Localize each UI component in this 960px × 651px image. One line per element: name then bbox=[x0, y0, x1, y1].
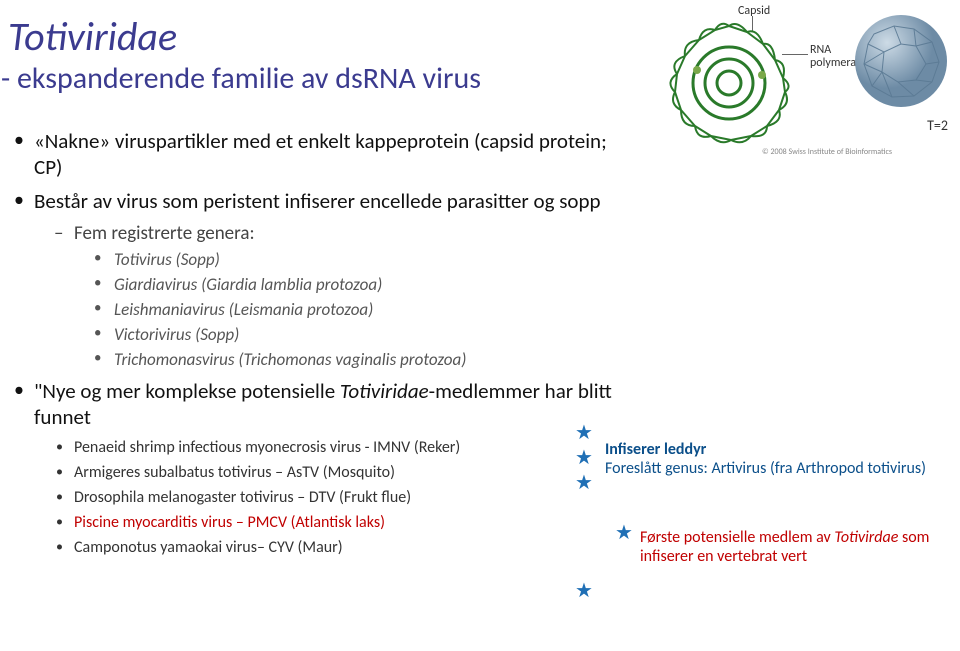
side-note-bold: Infiserer leddyr bbox=[605, 440, 955, 459]
member-item: Drosophila melanogaster totivirus – DTV … bbox=[12, 488, 642, 507]
star-icon: ★ bbox=[575, 470, 593, 495]
capsid-label: Capsid bbox=[738, 4, 770, 18]
new-members-heading: "Nye og mer komplekse potensielle Totivi… bbox=[12, 378, 642, 430]
virus-diagram: Capsid RNA polymerase T=2 © 2008 Swiss I… bbox=[572, 2, 952, 167]
virus-sphere-icon bbox=[854, 14, 949, 109]
star-icon: ★ bbox=[615, 520, 633, 545]
bullet-persistent-infect: Består av virus som peristent infiserer … bbox=[12, 188, 612, 214]
side-note-genus: Foreslått genus: Artivirus (fra Arthropo… bbox=[605, 459, 955, 478]
side-note-vertebrate: Første potensielle medlem av Totivirdae … bbox=[640, 528, 950, 566]
star-icon: ★ bbox=[575, 445, 593, 470]
member-item-pmcv: Piscine myocarditis virus – PMCV (Atlant… bbox=[12, 513, 642, 532]
side2-ital: Totivirdae bbox=[834, 528, 898, 547]
side-note-arthropod: Infiserer leddyr Foreslått genus: Artivi… bbox=[605, 440, 955, 478]
member-item: Penaeid shrimp infectious myonecrosis vi… bbox=[12, 438, 642, 457]
genus-item: Leishmaniavirus (Leismania protozoa) bbox=[12, 299, 612, 320]
heading-text-pre: "Nye og mer komplekse potensielle bbox=[34, 378, 340, 404]
bullet-genera-heading: Fem registrerte genera: bbox=[12, 222, 612, 245]
new-members-section: "Nye og mer komplekse potensielle Totivi… bbox=[12, 378, 642, 563]
main-bullets: «Nakne» viruspartikler med et enkelt kap… bbox=[12, 128, 612, 374]
side2-pre: Første potensielle medlem av bbox=[640, 528, 834, 547]
slide-subtitle: - ekspanderende familie av dsRNA virus bbox=[1, 60, 481, 97]
member-item: Camponotus yamaokai virus– CYV (Maur) bbox=[12, 538, 642, 557]
star-icon: ★ bbox=[575, 420, 593, 445]
member-item: Armigeres subalbatus totivirus – AsTV (M… bbox=[12, 463, 642, 482]
genus-item: Totivirus (Sopp) bbox=[12, 249, 612, 270]
genus-item: Trichomonasvirus (Trichomonas vaginalis … bbox=[12, 349, 612, 370]
heading-text-ital: Totiviridae bbox=[340, 378, 429, 404]
copyright-label: © 2008 Swiss Institute of Bioinformatics bbox=[762, 147, 892, 157]
slide-title: Totiviridae bbox=[8, 12, 177, 61]
t2-label: T=2 bbox=[927, 117, 948, 134]
bullet-naked-particles: «Nakne» viruspartikler med et enkelt kap… bbox=[12, 128, 612, 180]
star-icon: ★ bbox=[575, 578, 593, 603]
genus-item: Victorivirus (Sopp) bbox=[12, 324, 612, 345]
virus-outline-icon bbox=[667, 20, 792, 145]
genus-item: Giardiavirus (Giardia lamblia protozoa) bbox=[12, 274, 612, 295]
